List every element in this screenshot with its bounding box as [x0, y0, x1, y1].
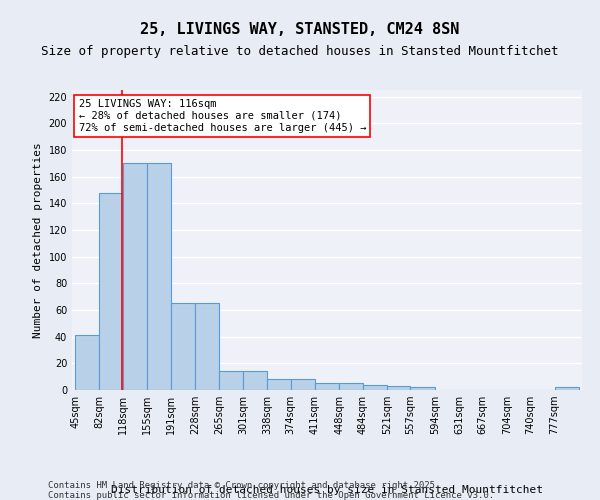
- Text: Distribution of detached houses by size in Stansted Mountfitchet: Distribution of detached houses by size …: [111, 485, 543, 495]
- Bar: [195, 304, 220, 390]
- Bar: [339, 384, 362, 390]
- Bar: [315, 384, 339, 390]
- Bar: [123, 164, 147, 390]
- Bar: [554, 388, 579, 390]
- Bar: [267, 380, 290, 390]
- Bar: [290, 380, 315, 390]
- Bar: [410, 388, 434, 390]
- Bar: [171, 304, 195, 390]
- Y-axis label: Number of detached properties: Number of detached properties: [33, 142, 43, 338]
- Text: 25 LIVINGS WAY: 116sqm
← 28% of detached houses are smaller (174)
72% of semi-de: 25 LIVINGS WAY: 116sqm ← 28% of detached…: [79, 100, 366, 132]
- Bar: [100, 192, 123, 390]
- Bar: [362, 384, 387, 390]
- Text: 25, LIVINGS WAY, STANSTED, CM24 8SN: 25, LIVINGS WAY, STANSTED, CM24 8SN: [140, 22, 460, 38]
- Bar: [147, 164, 171, 390]
- Bar: [75, 336, 100, 390]
- Text: Size of property relative to detached houses in Stansted Mountfitchet: Size of property relative to detached ho…: [41, 45, 559, 58]
- Bar: [387, 386, 410, 390]
- Text: Contains HM Land Registry data © Crown copyright and database right 2025.
Contai: Contains HM Land Registry data © Crown c…: [48, 480, 494, 500]
- Bar: [220, 372, 243, 390]
- Bar: [243, 372, 267, 390]
